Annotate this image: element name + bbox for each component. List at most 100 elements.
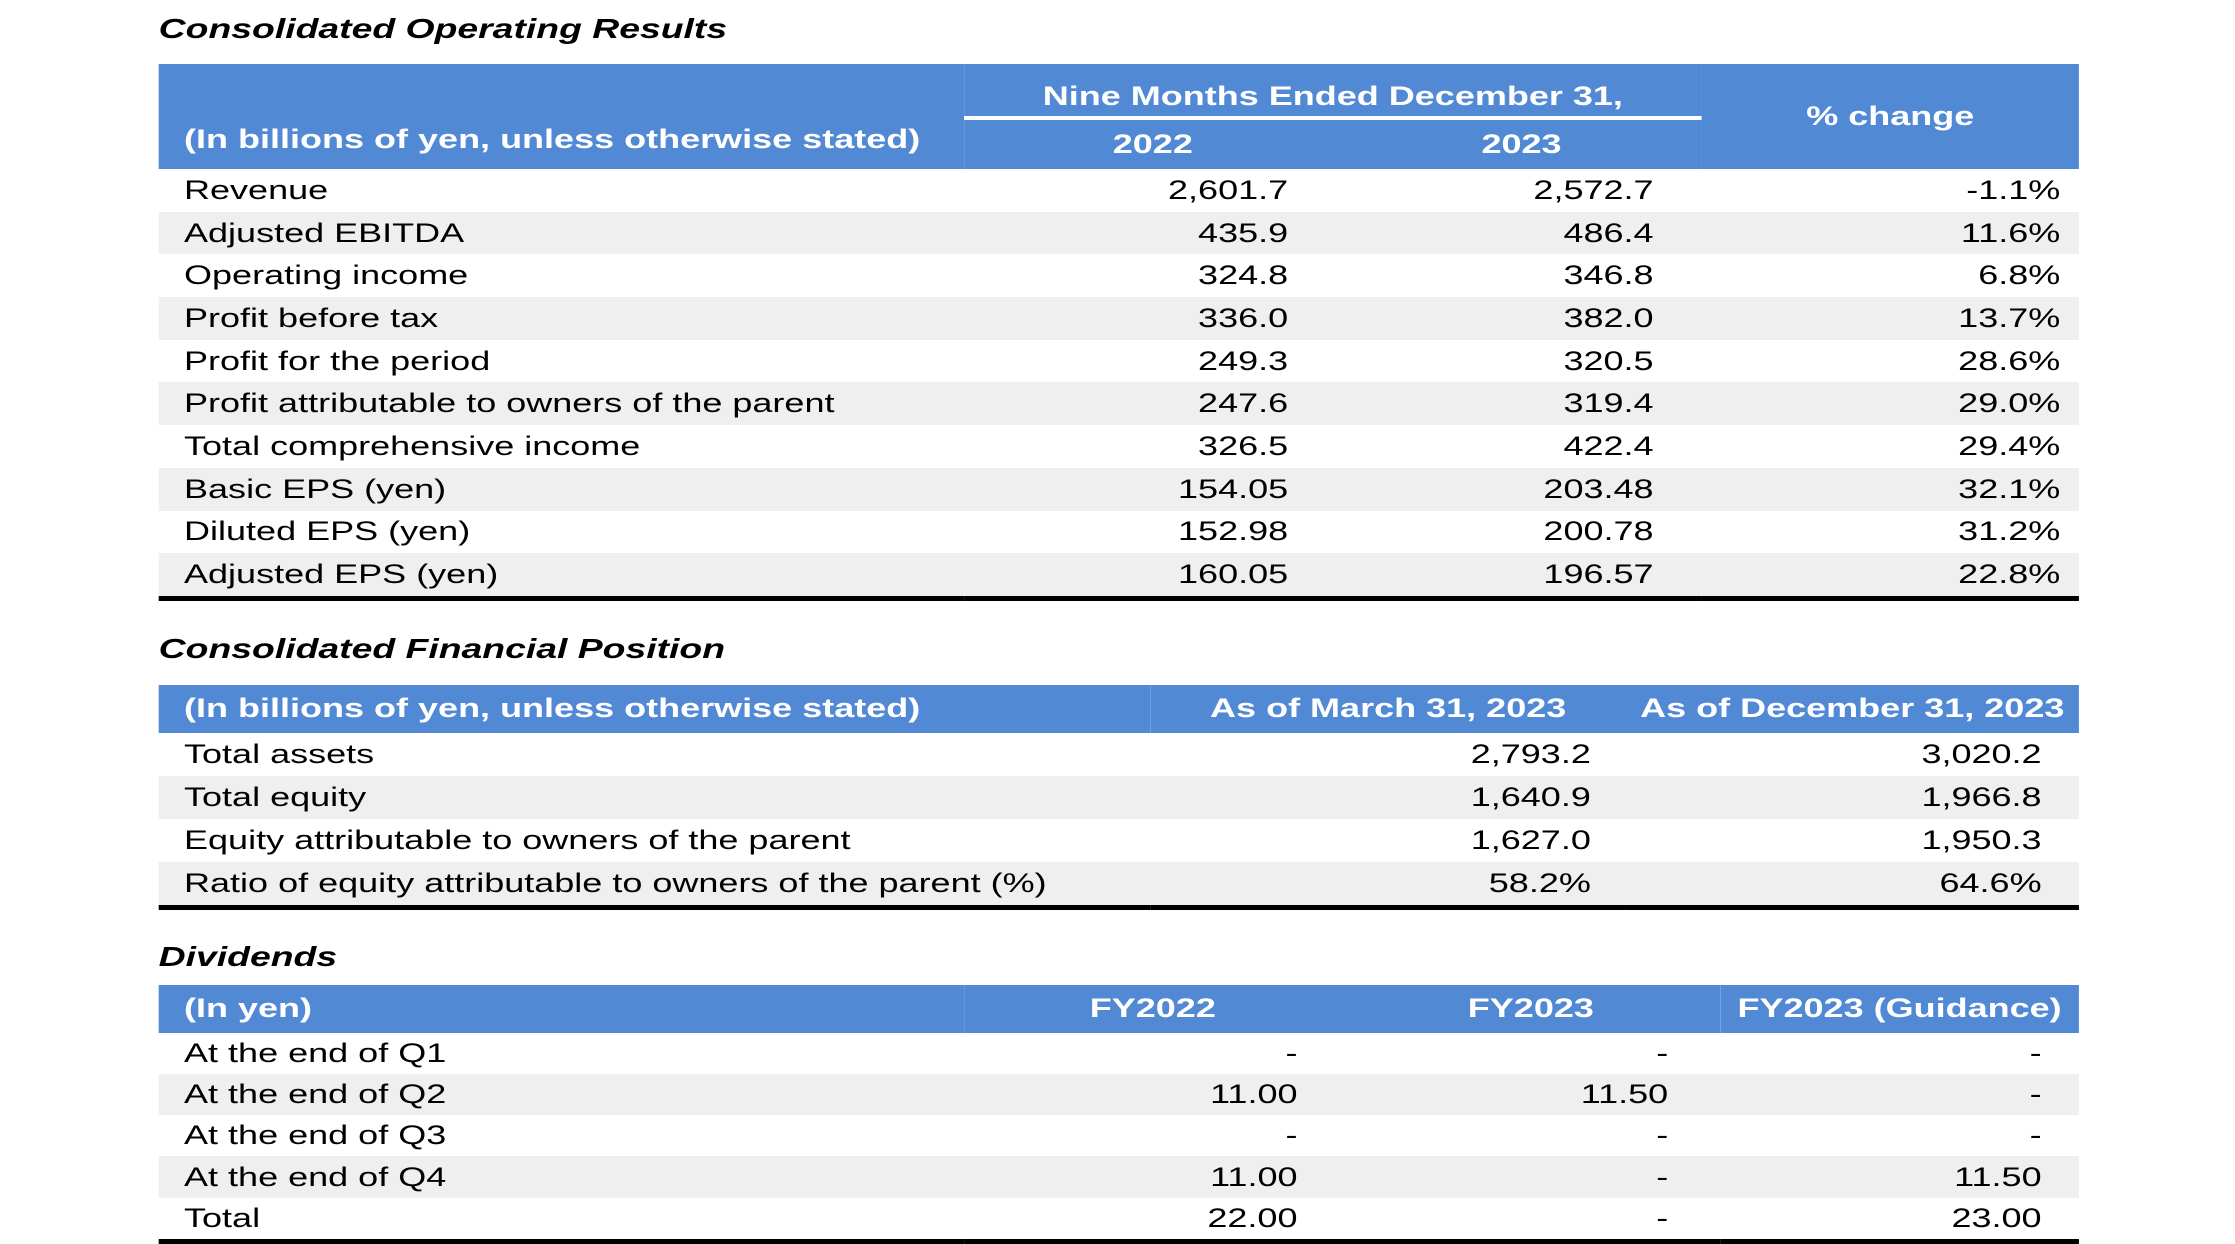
value-march: 1,640.9 <box>1150 775 1626 819</box>
value-fy2022: 11.00 <box>964 1156 1342 1198</box>
value-march: 1,627.0 <box>1150 818 1626 862</box>
section-title-operating-results: Consolidated Operating Results <box>158 13 728 44</box>
value-fy2022: - <box>964 1115 1342 1157</box>
value-december: 3,020.2 <box>1625 732 2079 776</box>
row-label: Adjusted EBITDA <box>158 211 965 255</box>
row-label: Profit before tax <box>158 297 965 340</box>
value-change: -1.1% <box>1701 169 2079 212</box>
value-guidance: 23.00 <box>1720 1197 2079 1242</box>
row-label: Diluted EPS (yen) <box>158 510 965 554</box>
value-2023: 203.48 <box>1341 467 1702 511</box>
value-guidance: 11.50 <box>1720 1156 2079 1198</box>
value-fy2022: 11.00 <box>964 1074 1342 1116</box>
value-december: 64.6% <box>1625 861 2079 908</box>
table-row: Adjusted EBITDA 435.9 486.4 11.6% <box>158 211 2079 255</box>
report-sheet: Consolidated Operating Results Nine Mont… <box>158 13 2079 1244</box>
header-row-group: Nine Months Ended December 31, % change <box>158 64 2079 169</box>
value-2022: 247.6 <box>964 382 1342 426</box>
value-2023: 422.4 <box>1341 425 1702 468</box>
header-fy2022: FY2022 <box>964 984 1342 1033</box>
table-row: Revenue 2,601.7 2,572.7 -1.1% <box>158 169 2079 212</box>
header-unit-label: (In billions of yen, unless otherwise st… <box>158 118 965 169</box>
section-title-dividends: Dividends <box>158 940 338 972</box>
value-fy2023: - <box>1341 1115 1721 1157</box>
row-label: Basic EPS (yen) <box>158 467 965 511</box>
row-label: Revenue <box>158 169 965 212</box>
value-2022: 324.8 <box>964 254 1342 298</box>
value-change: 29.4% <box>1701 425 2079 468</box>
value-march: 2,793.2 <box>1150 732 1626 776</box>
value-2023: 486.4 <box>1341 211 1702 255</box>
header-row-years: (In billions of yen, unless otherwise st… <box>158 118 2079 169</box>
table-row: Ratio of equity attributable to owners o… <box>158 861 2079 908</box>
value-change: 31.2% <box>1701 510 2079 554</box>
value-2023: 2,572.7 <box>1341 169 1702 212</box>
value-2023: 346.8 <box>1341 254 1702 298</box>
row-label: At the end of Q4 <box>158 1156 965 1198</box>
header-unit-label: (In billions of yen, unless otherwise st… <box>158 684 1151 733</box>
table-row: Profit for the period 249.3 320.5 28.6% <box>158 339 2079 383</box>
table-row: Profit attributable to owners of the par… <box>158 382 2079 426</box>
value-december: 1,966.8 <box>1625 775 2079 819</box>
value-fy2023: - <box>1341 1197 1721 1242</box>
value-2023: 382.0 <box>1341 297 1702 340</box>
row-label: Ratio of equity attributable to owners o… <box>158 861 1151 908</box>
header-row: (In billions of yen, unless otherwise st… <box>158 684 2079 733</box>
header-as-of-december: As of December 31, 2023 <box>1625 684 2079 733</box>
value-guidance: - <box>1720 1074 2079 1116</box>
financial-position-table: (In billions of yen, unless otherwise st… <box>158 684 2079 910</box>
row-label: At the end of Q1 <box>158 1032 965 1075</box>
table-row: Diluted EPS (yen) 152.98 200.78 31.2% <box>158 510 2079 554</box>
value-change: 13.7% <box>1701 297 2079 340</box>
dividends-header: (In yen) FY2022 FY2023 FY2023 (Guidance) <box>158 984 2079 1033</box>
value-2022: 154.05 <box>964 467 1342 511</box>
row-label: Equity attributable to owners of the par… <box>158 818 1151 862</box>
value-change: 29.0% <box>1701 382 2079 426</box>
value-guidance: - <box>1720 1032 2079 1075</box>
row-label: Total equity <box>158 775 1151 819</box>
table-row: Total assets 2,793.2 3,020.2 <box>158 732 2079 776</box>
header-spacer <box>158 64 965 118</box>
value-2022: 326.5 <box>964 425 1342 468</box>
table-row: At the end of Q1 - - - <box>158 1032 2079 1075</box>
table-row: Total comprehensive income 326.5 422.4 2… <box>158 425 2079 468</box>
value-fy2023: 11.50 <box>1341 1074 1721 1116</box>
row-label: Total <box>158 1197 965 1242</box>
header-unit-label: (In yen) <box>158 984 965 1033</box>
value-march: 58.2% <box>1150 861 1626 908</box>
value-change: 32.1% <box>1701 467 2079 511</box>
operating-results-table: Nine Months Ended December 31, % change … <box>158 64 2079 601</box>
value-2023: 196.57 <box>1341 553 1702 599</box>
financial-position-header: (In billions of yen, unless otherwise st… <box>158 684 2079 733</box>
table-row: Basic EPS (yen) 154.05 203.48 32.1% <box>158 467 2079 511</box>
value-2022: 160.05 <box>964 553 1342 599</box>
operating-results-header: Nine Months Ended December 31, % change … <box>158 64 2079 169</box>
row-label: At the end of Q2 <box>158 1074 965 1116</box>
row-label: Total assets <box>158 732 1151 776</box>
value-2022: 336.0 <box>964 297 1342 340</box>
table-row: At the end of Q2 11.00 11.50 - <box>158 1074 2079 1116</box>
dividends-table: (In yen) FY2022 FY2023 FY2023 (Guidance)… <box>158 984 2079 1244</box>
value-december: 1,950.3 <box>1625 818 2079 862</box>
value-fy2023: - <box>1341 1156 1721 1198</box>
value-change: 11.6% <box>1701 211 2079 255</box>
row-label: Operating income <box>158 254 965 298</box>
row-label: Profit attributable to owners of the par… <box>158 382 965 426</box>
table-row: Total 22.00 - 23.00 <box>158 1197 2079 1242</box>
row-label: Profit for the period <box>158 339 965 383</box>
header-fy2023: FY2023 <box>1341 984 1721 1033</box>
value-2022: 152.98 <box>964 510 1342 554</box>
header-fy2023-guidance: FY2023 (Guidance) <box>1720 984 2079 1033</box>
row-label: Adjusted EPS (yen) <box>158 553 965 599</box>
table-row: Operating income 324.8 346.8 6.8% <box>158 254 2079 298</box>
header-pct-change: % change <box>1701 64 2079 169</box>
table-row: Adjusted EPS (yen) 160.05 196.57 22.8% <box>158 553 2079 599</box>
table-row: At the end of Q3 - - - <box>158 1115 2079 1157</box>
header-group-label: Nine Months Ended December 31, <box>964 64 1702 120</box>
value-guidance: - <box>1720 1115 2079 1157</box>
value-2023: 319.4 <box>1341 382 1702 426</box>
value-change: 28.6% <box>1701 339 2079 383</box>
row-label: At the end of Q3 <box>158 1115 965 1157</box>
value-change: 22.8% <box>1701 553 2079 599</box>
